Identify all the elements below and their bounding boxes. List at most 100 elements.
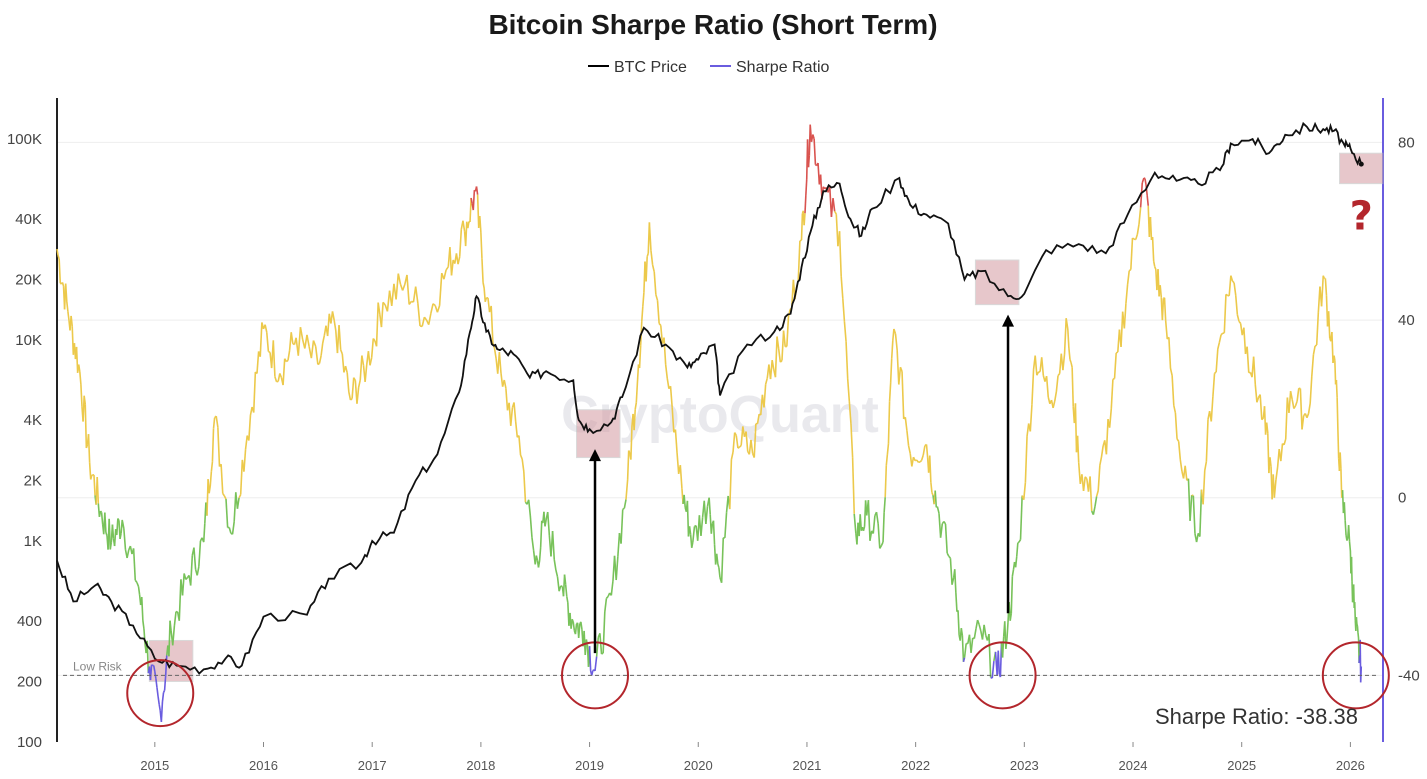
sharpe-segment (1356, 626, 1359, 633)
sharpe-segment (911, 456, 915, 467)
sharpe-segment (111, 524, 115, 539)
sharpe-segment (580, 621, 583, 630)
sharpe-segment (1177, 441, 1182, 460)
sharpe-segment (346, 372, 350, 392)
sharpe-segment (132, 548, 137, 581)
sharpe-segment (676, 452, 680, 474)
sharpe-segment (555, 569, 559, 577)
sharpe-segment (193, 547, 197, 570)
x-tick-label: 2016 (249, 758, 278, 773)
sharpe-segment (626, 450, 630, 480)
sharpe-segment (282, 358, 286, 386)
sharpe-segment (1351, 600, 1354, 603)
sharpe-segment (61, 282, 65, 287)
sharpe-segment (890, 340, 894, 359)
sharpe-segment (1283, 438, 1287, 446)
sharpe-segment (595, 637, 600, 657)
sharpe-segment (222, 492, 226, 497)
sharpe-segment (715, 553, 719, 565)
sharpe-segment (137, 586, 141, 595)
sharpe-segment (733, 432, 738, 436)
sharpe-segment (317, 362, 320, 366)
sharpe-segment (690, 541, 694, 548)
sharpe-segment (1289, 390, 1294, 400)
sharpe-segment (85, 444, 89, 449)
sharpe-segment (553, 559, 557, 571)
sharpe-segment (272, 340, 276, 377)
sharpe-segment (290, 332, 294, 344)
sharpe-segment (1348, 541, 1352, 552)
sharpe-segment (1125, 284, 1129, 304)
sharpe-segment (228, 527, 232, 534)
sharpe-segment (70, 315, 74, 327)
sharpe-segment (1356, 623, 1359, 627)
sharpe-segment (610, 580, 614, 596)
sharpe-segment (1055, 375, 1059, 392)
sharpe-segment (906, 430, 910, 446)
sharpe-segment (386, 290, 391, 312)
sharpe-segment (1327, 311, 1331, 339)
sharpe-segment (688, 526, 692, 535)
highlight-box (576, 409, 621, 459)
sharpe-segment (414, 286, 419, 304)
sharpe-segment (1070, 362, 1073, 368)
sharpe-segment (314, 346, 319, 365)
sharpe-segment (832, 198, 836, 212)
sharpe-segment (1174, 412, 1178, 439)
sharpe-segment (843, 321, 847, 342)
sharpe-segment (638, 345, 642, 369)
sharpe-segment (1006, 622, 1009, 639)
sharpe-segment (728, 459, 733, 510)
sharpe-segment (640, 306, 644, 323)
sharpe-segment (1355, 617, 1358, 625)
sharpe-segment (155, 678, 158, 688)
sharpe-segment (720, 537, 725, 583)
sharpe-segment (1146, 195, 1150, 206)
sharpe-segment (882, 512, 885, 543)
sharpe-segment (539, 520, 543, 548)
sharpe-segment (209, 471, 213, 487)
sharpe-segment (1159, 285, 1163, 298)
sharpe-segment (1202, 470, 1206, 505)
sharpe-segment (671, 407, 675, 433)
x-tick-label: 2021 (792, 758, 821, 773)
sharpe-segment (531, 537, 535, 551)
sharpe-segment (523, 471, 527, 503)
sharpe-segment (988, 633, 992, 678)
sharpe-segment (797, 240, 801, 281)
sharpe-segment (822, 186, 826, 190)
arrow-head (589, 449, 602, 462)
sharpe-segment (265, 332, 270, 352)
sharpe-segment (312, 340, 317, 347)
sharpe-segment (1015, 543, 1019, 557)
sharpe-segment (1233, 282, 1237, 296)
sharpe-segment (674, 429, 678, 453)
sharpe-segment (377, 302, 381, 315)
sharpe-segment (978, 624, 982, 632)
question-mark: ? (1350, 194, 1373, 240)
sharpe-segment (705, 506, 709, 525)
sharpe-segment (594, 656, 598, 672)
sharpe-segment (546, 511, 551, 536)
sharpe-segment (656, 300, 660, 324)
sharpe-segment (88, 462, 92, 480)
sharpe-segment (603, 598, 608, 613)
sharpe-segment (558, 585, 562, 592)
sharpe-segment (1005, 638, 1008, 649)
sharpe-segment (712, 520, 716, 545)
sharpe-segment (645, 256, 648, 282)
sharpe-segment (1230, 275, 1234, 282)
sharpe-segment (1350, 556, 1353, 582)
sharpe-segment (779, 360, 783, 363)
sharpe-segment (777, 348, 782, 363)
sharpe-segment (1334, 360, 1337, 385)
sharpe-segment (786, 316, 790, 347)
sharpe-segment (513, 402, 517, 422)
sharpe-segment (462, 220, 466, 232)
sharpe-segment (189, 555, 194, 586)
sharpe-segment (745, 431, 749, 452)
sharpe-segment (211, 428, 215, 462)
sharpe-segment (664, 364, 669, 379)
x-tick-label: 2022 (901, 758, 930, 773)
